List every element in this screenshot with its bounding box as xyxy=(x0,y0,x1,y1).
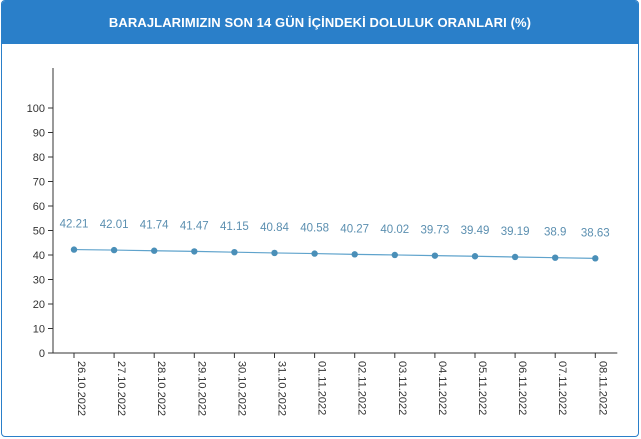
data-label: 41.74 xyxy=(140,220,169,232)
data-point[interactable] xyxy=(271,249,278,257)
data-point[interactable] xyxy=(231,248,238,256)
series-line xyxy=(73,248,596,259)
x-tick-label: 30.10.2022 xyxy=(235,361,247,416)
y-tick-label: 70 xyxy=(33,177,45,189)
x-tick-label: 01.11.2022 xyxy=(316,361,328,415)
x-tick-label: 27.10.2022 xyxy=(115,361,127,416)
x-tick-label: 04.11.2022 xyxy=(436,361,448,415)
x-tick-label: 07.11.2022 xyxy=(556,361,568,415)
data-label: 40.27 xyxy=(340,223,369,235)
data-label: 40.58 xyxy=(300,223,329,235)
data-label: 39.49 xyxy=(461,225,490,237)
x-tick-label: 29.10.2022 xyxy=(195,361,207,416)
data-label: 38.63 xyxy=(581,227,610,239)
data-point[interactable] xyxy=(311,250,318,257)
data-label: 41.47 xyxy=(180,220,209,232)
data-label: 39.73 xyxy=(421,225,450,237)
y-tick-label: 100 xyxy=(27,103,45,115)
chart-title: BARAJLARIMIZIN SON 14 GÜN İÇİNDEKİ DOLUL… xyxy=(108,15,532,30)
x-tick-label: 08.11.2022 xyxy=(596,361,608,415)
data-point[interactable] xyxy=(511,253,519,261)
data-label: 41.15 xyxy=(220,221,249,233)
chart-header: BARAJLARIMIZIN SON 14 GÜN İÇİNDEKİ DOLUL… xyxy=(2,1,638,44)
data-point[interactable] xyxy=(552,254,559,261)
y-tick-label: 80 xyxy=(33,152,45,164)
x-tick-label: 31.10.2022 xyxy=(276,361,288,416)
x-tick-label: 26.10.2022 xyxy=(75,361,87,416)
data-point[interactable] xyxy=(471,253,479,260)
x-tick-label: 06.11.2022 xyxy=(516,361,528,415)
data-point[interactable] xyxy=(351,251,358,258)
y-tick-label: 20 xyxy=(33,299,45,311)
data-point[interactable] xyxy=(431,252,439,259)
y-tick-label: 40 xyxy=(33,250,45,262)
data-point[interactable] xyxy=(70,246,78,253)
y-tick-label: 60 xyxy=(33,201,45,213)
x-tick-label: 05.11.2022 xyxy=(476,361,488,415)
data-point[interactable] xyxy=(110,246,118,254)
data-label: 40.84 xyxy=(260,222,289,234)
y-tick-label: 0 xyxy=(39,348,45,360)
data-label: 39.19 xyxy=(501,226,530,238)
data-point[interactable] xyxy=(191,248,198,255)
data-point[interactable] xyxy=(592,255,599,262)
data-point[interactable] xyxy=(391,251,398,259)
x-tick-label: 28.10.2022 xyxy=(155,361,167,416)
data-label: 38.9 xyxy=(544,227,566,239)
y-tick-label: 30 xyxy=(33,275,45,287)
x-tick-label: 03.11.2022 xyxy=(396,361,408,415)
data-label: 42.01 xyxy=(100,219,129,231)
data-label: 40.02 xyxy=(380,224,409,236)
data-point[interactable] xyxy=(151,247,158,254)
x-tick-label: 02.11.2022 xyxy=(356,361,368,415)
y-tick-label: 50 xyxy=(33,226,45,238)
data-label: 42.21 xyxy=(60,219,89,231)
y-tick-label: 90 xyxy=(33,128,45,140)
y-tick-label: 10 xyxy=(33,324,45,336)
